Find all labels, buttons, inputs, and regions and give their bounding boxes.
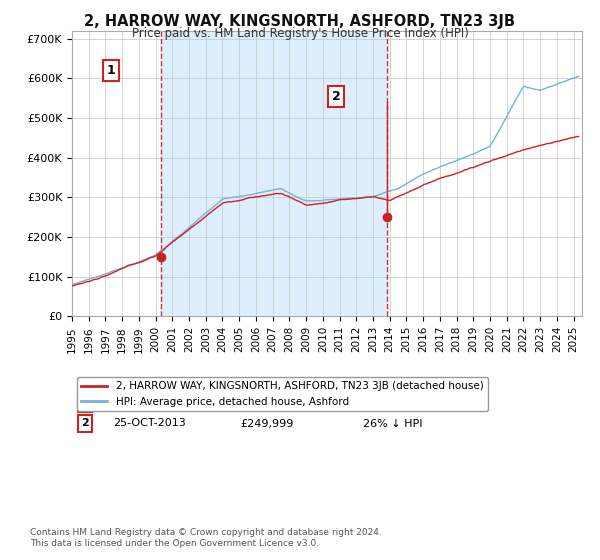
Text: 1: 1 bbox=[81, 399, 89, 408]
Legend: 2, HARROW WAY, KINGSNORTH, ASHFORD, TN23 3JB (detached house), HPI: Average pric: 2, HARROW WAY, KINGSNORTH, ASHFORD, TN23… bbox=[77, 377, 488, 411]
Text: 25-OCT-2013: 25-OCT-2013 bbox=[113, 418, 185, 428]
Bar bbox=[161, 31, 386, 316]
Text: Contains HM Land Registry data © Crown copyright and database right 2024.
This d: Contains HM Land Registry data © Crown c… bbox=[30, 528, 382, 548]
Text: 26% ↓ HPI: 26% ↓ HPI bbox=[362, 418, 422, 428]
Text: 2: 2 bbox=[332, 90, 341, 102]
Text: 1: 1 bbox=[106, 64, 115, 77]
Text: Price paid vs. HM Land Registry's House Price Index (HPI): Price paid vs. HM Land Registry's House … bbox=[131, 27, 469, 40]
Text: 27-APR-2000: 27-APR-2000 bbox=[113, 399, 185, 408]
Text: £249,999: £249,999 bbox=[240, 418, 293, 428]
Text: 3% ↓ HPI: 3% ↓ HPI bbox=[362, 399, 415, 408]
Text: 2: 2 bbox=[81, 418, 89, 428]
Text: £149,000: £149,000 bbox=[240, 399, 293, 408]
Text: 2, HARROW WAY, KINGSNORTH, ASHFORD, TN23 3JB: 2, HARROW WAY, KINGSNORTH, ASHFORD, TN23… bbox=[85, 14, 515, 29]
